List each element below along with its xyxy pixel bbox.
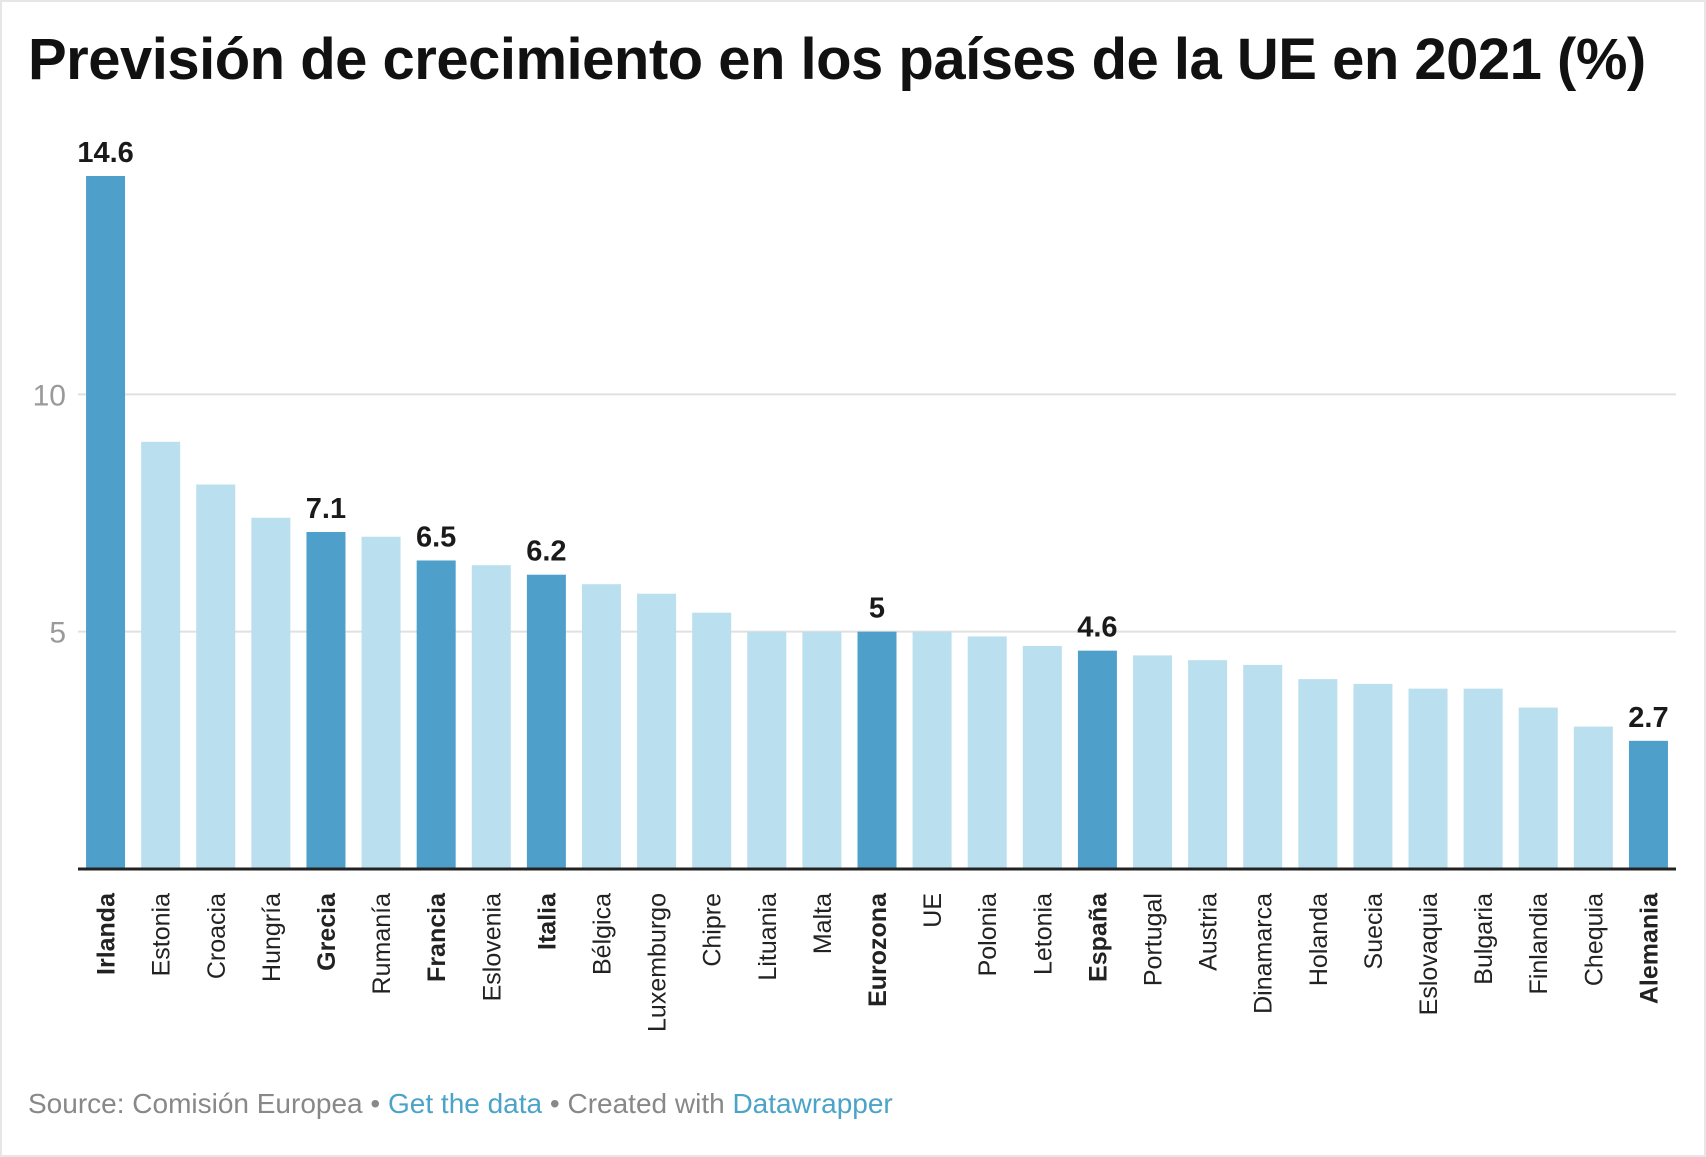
category-label: Dinamarca — [1250, 893, 1278, 1014]
category-label: Bulgaria — [1470, 893, 1498, 985]
footer-separator: • — [370, 1088, 381, 1119]
category-label: Holanda — [1305, 893, 1333, 986]
bar-chart: 5 10 14.6 7.1 6.5 6.2 5 4.6 2.7 Irlanda Estonia C… — [33, 137, 1676, 1032]
category-label: Letonia — [1029, 893, 1057, 975]
category-label: Chequia — [1580, 893, 1608, 986]
bar-hungría — [251, 517, 291, 869]
category-labels: Irlanda Estonia Croacia Hungría Grecia Rumaní… — [93, 892, 1664, 1032]
chart-title: Previsión de crecimiento en los países d… — [28, 27, 1646, 92]
source-label: Source: Comisión Europea — [28, 1088, 363, 1119]
bar-irlanda — [86, 176, 126, 869]
bar-malta — [802, 631, 842, 869]
value-label: 7.1 — [306, 493, 346, 525]
bar-eurozona — [857, 631, 897, 869]
datawrapper-link[interactable]: Datawrapper — [732, 1088, 893, 1119]
footer-separator: • — [549, 1088, 560, 1119]
value-labels: 14.6 7.1 6.5 6.2 5 4.6 2.7 — [77, 137, 1668, 734]
bar-luxemburgo — [637, 593, 677, 869]
bar-bulgaria — [1463, 688, 1503, 869]
category-label: Francia — [423, 892, 451, 982]
bar-suecia — [1353, 683, 1393, 869]
value-label: 5 — [869, 593, 885, 625]
category-label: Grecia — [313, 892, 341, 971]
bar-eslovenia — [471, 565, 511, 869]
created-with-label: Created with — [567, 1088, 725, 1119]
bar-italia — [526, 574, 566, 869]
chart-footer: Source: Comisión Europea • Get the data … — [28, 1088, 893, 1120]
category-label: Malta — [809, 893, 837, 954]
y-tick-label: 10 — [33, 379, 66, 412]
bar-dinamarca — [1243, 664, 1283, 869]
bar-rumanía — [361, 536, 401, 869]
get-the-data-link[interactable]: Get the data — [388, 1088, 543, 1119]
category-label: Estonia — [148, 893, 176, 976]
category-label: Irlanda — [93, 892, 121, 975]
value-label: 6.5 — [416, 521, 456, 553]
category-label: UE — [919, 893, 947, 928]
bar-alemania — [1628, 740, 1668, 869]
category-label: Finlandia — [1525, 893, 1553, 995]
category-label: Eurozona — [864, 892, 892, 1007]
bar-chequia — [1573, 726, 1613, 869]
category-label: Lituania — [754, 893, 782, 981]
bar-finlandia — [1518, 707, 1558, 869]
bar-eslovaquia — [1408, 688, 1448, 869]
bar-chipre — [692, 612, 732, 869]
category-label: Hungría — [258, 893, 286, 982]
bar-bélgica — [581, 584, 621, 869]
bar-estonia — [141, 441, 181, 869]
bar-croacia — [196, 484, 236, 869]
category-label: Rumanía — [368, 893, 396, 995]
category-label: Alemania — [1635, 892, 1663, 1004]
bar-ue — [912, 631, 952, 869]
bar-holanda — [1298, 679, 1338, 869]
value-label: 14.6 — [77, 137, 133, 169]
y-tick-label: 5 — [49, 617, 66, 650]
bar-austria — [1188, 660, 1228, 869]
bar-lituania — [747, 631, 787, 869]
category-label: Suecia — [1360, 893, 1388, 970]
bar-francia — [416, 560, 456, 869]
category-label: Italia — [533, 892, 561, 950]
bar-portugal — [1133, 655, 1173, 869]
bar-polonia — [967, 636, 1007, 869]
category-label: Polonia — [974, 893, 1002, 976]
value-label: 2.7 — [1628, 702, 1668, 734]
category-label: Chipre — [699, 893, 727, 967]
bar-españa — [1077, 650, 1117, 869]
category-label: Croacia — [203, 893, 231, 979]
category-label: Eslovenia — [478, 893, 506, 1001]
y-axis-ticks: 5 10 — [33, 379, 66, 649]
category-label: Luxemburgo — [644, 893, 672, 1032]
value-label: 4.6 — [1077, 612, 1117, 644]
category-label: Portugal — [1140, 893, 1168, 986]
category-label: España — [1084, 892, 1112, 982]
bar-grecia — [306, 531, 346, 869]
category-label: Bélgica — [588, 893, 616, 975]
value-label: 6.2 — [526, 536, 566, 568]
bars — [86, 176, 1668, 869]
category-label: Eslovaquia — [1415, 893, 1443, 1015]
category-label: Austria — [1195, 893, 1223, 971]
bar-letonia — [1022, 645, 1062, 869]
